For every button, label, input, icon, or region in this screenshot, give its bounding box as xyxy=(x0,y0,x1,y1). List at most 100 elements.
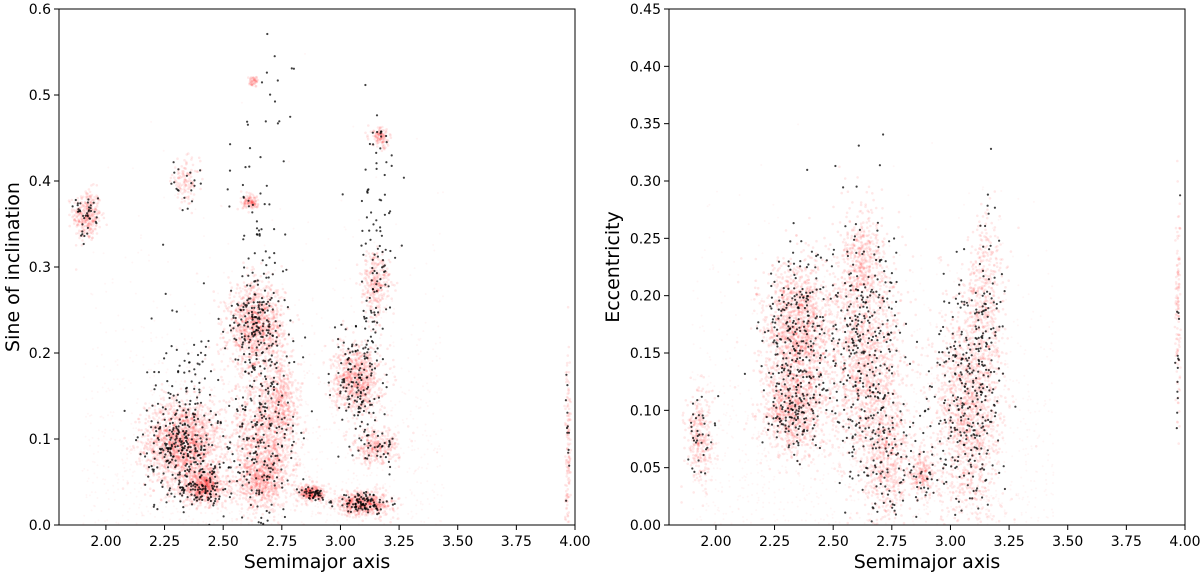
density-mark xyxy=(275,324,279,327)
density-mark xyxy=(253,402,256,406)
density-mark xyxy=(144,445,147,448)
density-mark xyxy=(89,228,93,231)
density-mark xyxy=(134,420,137,424)
density-mark xyxy=(242,413,246,417)
density-mark xyxy=(181,183,184,187)
density-mark xyxy=(142,465,146,468)
density-mark xyxy=(283,439,287,443)
density-mark xyxy=(230,389,234,393)
density-mark xyxy=(190,168,193,172)
density-mark xyxy=(88,236,91,239)
density-mark xyxy=(154,411,157,414)
density-mark xyxy=(218,408,222,412)
density-mark xyxy=(84,192,88,195)
density-mark xyxy=(93,218,96,221)
density-mark xyxy=(163,465,167,469)
density-mark xyxy=(204,422,207,425)
density-mark xyxy=(89,213,93,217)
density-mark xyxy=(79,206,82,209)
density-mark xyxy=(87,222,91,226)
density-mark xyxy=(68,201,72,204)
density-mark xyxy=(187,429,190,433)
density-mark xyxy=(179,447,182,450)
density-mark xyxy=(192,193,196,196)
density-mark xyxy=(91,220,94,223)
density-mark xyxy=(82,195,85,199)
density-mark xyxy=(162,398,166,402)
density-mark xyxy=(141,441,144,445)
density-mark xyxy=(254,428,258,431)
density-mark xyxy=(186,420,190,423)
density-mark xyxy=(248,292,251,295)
density-mark xyxy=(149,448,153,451)
density-mark xyxy=(83,232,86,235)
density-mark xyxy=(80,218,83,221)
density-mark xyxy=(85,224,89,228)
density-mark xyxy=(239,349,242,352)
density-mark xyxy=(209,412,212,416)
density-mark xyxy=(151,480,155,484)
density-mark xyxy=(87,236,91,239)
density-mark xyxy=(182,499,186,503)
density-mark xyxy=(215,446,218,450)
density-mark xyxy=(97,211,101,214)
density-mark xyxy=(192,425,195,429)
density-mark xyxy=(185,472,188,476)
density-mark xyxy=(86,207,89,210)
density-mark xyxy=(230,450,234,454)
density-mark xyxy=(203,403,207,407)
density-mark xyxy=(239,494,242,497)
density-mark xyxy=(186,493,190,497)
density-mark xyxy=(230,300,233,304)
density-mark xyxy=(295,504,299,508)
density-mark xyxy=(298,458,302,461)
density-mark xyxy=(183,380,187,383)
density-mark xyxy=(225,458,229,462)
density-mark xyxy=(261,512,265,516)
density-mark xyxy=(264,429,267,433)
density-mark xyxy=(170,173,174,177)
density-mark xyxy=(85,218,89,222)
density-mark xyxy=(148,446,151,450)
density-mark xyxy=(169,432,173,436)
density-mark xyxy=(87,188,91,191)
density-mark xyxy=(219,348,223,351)
density-mark xyxy=(191,461,194,464)
density-mark xyxy=(86,234,90,237)
density-mark xyxy=(234,466,237,470)
density-mark xyxy=(280,265,284,268)
density-mark xyxy=(102,212,105,215)
density-mark xyxy=(235,327,238,331)
density-mark xyxy=(94,208,98,212)
density-mark xyxy=(78,220,81,223)
density-mark xyxy=(279,349,283,353)
density-mark xyxy=(245,327,248,331)
density-mark xyxy=(177,456,181,460)
density-mark xyxy=(84,210,87,213)
density-mark xyxy=(190,156,194,159)
density-mark xyxy=(134,460,138,464)
density-mark xyxy=(284,453,287,457)
density-mark xyxy=(281,321,285,324)
density-mark xyxy=(246,394,250,398)
density-mark xyxy=(176,192,180,196)
density-mark xyxy=(87,222,90,225)
density-mark xyxy=(203,455,207,458)
density-mark xyxy=(85,224,89,228)
density-mark xyxy=(248,418,252,421)
density-mark xyxy=(248,309,251,312)
density-mark xyxy=(267,286,271,289)
density-mark xyxy=(227,309,230,313)
density-mark xyxy=(222,336,225,339)
density-mark xyxy=(279,328,283,332)
density-mark xyxy=(180,200,183,204)
density-mark xyxy=(193,474,197,477)
density-mark xyxy=(75,215,79,219)
density-mark xyxy=(238,449,242,453)
density-mark xyxy=(72,222,76,225)
density-mark xyxy=(160,439,164,442)
density-mark xyxy=(173,422,177,426)
density-mark xyxy=(254,273,257,277)
density-mark xyxy=(89,194,92,198)
density-mark xyxy=(88,228,91,232)
